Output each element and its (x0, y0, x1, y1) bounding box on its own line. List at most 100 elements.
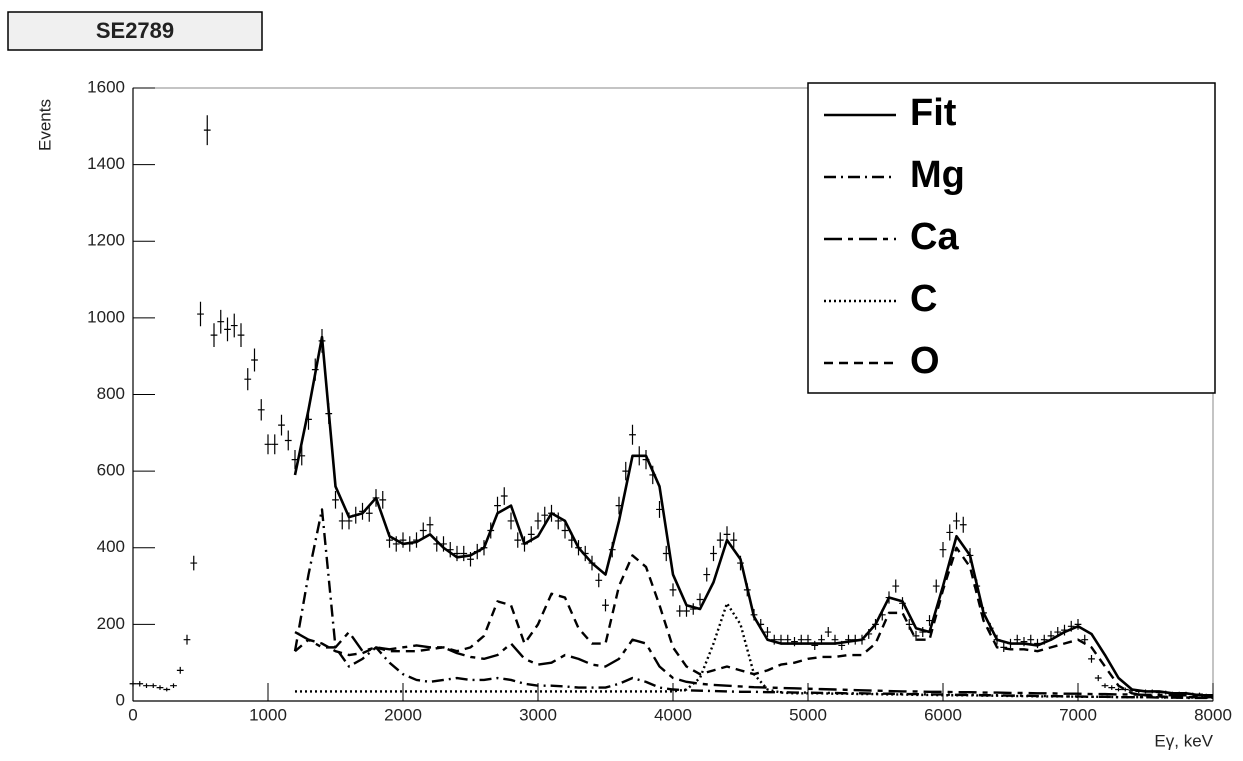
data-point (912, 630, 920, 641)
data-point (338, 512, 346, 530)
x-tick-label: 2000 (384, 705, 422, 724)
y-tick-label: 400 (97, 537, 125, 556)
data-point (419, 522, 427, 539)
data-point (946, 524, 954, 541)
data-point (278, 414, 285, 436)
y-tick-label: 1000 (87, 307, 125, 326)
legend-label: O (910, 340, 940, 382)
data-point (1101, 683, 1109, 688)
data-point (143, 683, 150, 688)
data-point (284, 430, 292, 451)
data-point (730, 532, 738, 548)
data-point (953, 512, 960, 530)
data-point (500, 487, 508, 505)
data-point (791, 637, 798, 647)
data-point (136, 681, 144, 687)
data-point (183, 634, 191, 645)
data-point (602, 599, 609, 612)
data-point (629, 424, 636, 445)
y-tick-label: 0 (116, 690, 125, 709)
data-point (1074, 619, 1082, 630)
data-point (203, 115, 211, 146)
data-point (460, 545, 468, 562)
data-point (244, 368, 252, 391)
data-point (507, 512, 515, 530)
data-point (257, 399, 265, 421)
data-point (210, 323, 218, 347)
title-box (7, 11, 263, 51)
chart-title: SE2789 (96, 18, 174, 43)
x-tick-label: 0 (128, 705, 137, 724)
y-tick-label: 600 (97, 461, 125, 480)
data-point (811, 640, 819, 651)
data-point (197, 301, 204, 327)
data-point (541, 506, 549, 524)
y-tick-label: 200 (97, 614, 125, 633)
data-point (217, 309, 225, 334)
data-point (271, 434, 279, 455)
data-point (764, 627, 771, 638)
data-point (514, 532, 522, 548)
data-point (129, 681, 137, 687)
data-point (1027, 634, 1035, 645)
data-point (149, 683, 157, 688)
data-point (676, 605, 684, 617)
x-tick-label: 7000 (1059, 705, 1097, 724)
data-point (365, 504, 373, 522)
data-point (251, 348, 258, 372)
data-point (190, 555, 198, 571)
data-point (824, 627, 832, 638)
data-point (426, 516, 434, 533)
x-tick-label: 3000 (519, 705, 557, 724)
legend-label: Fit (910, 92, 957, 134)
data-point (892, 579, 900, 593)
data-point (332, 491, 339, 509)
fit-curve (294, 630, 1213, 697)
data-point (163, 687, 171, 692)
data-point (703, 567, 711, 582)
data-point (932, 579, 940, 593)
data-point (264, 434, 272, 455)
data-point (554, 512, 562, 530)
data-point (959, 516, 967, 533)
legend-label: C (910, 278, 937, 320)
data-point (170, 683, 177, 688)
data-point (683, 605, 690, 617)
data-point (379, 491, 387, 509)
x-tick-label: 8000 (1194, 705, 1232, 724)
data-point (176, 666, 184, 674)
y-axis-label: Events (35, 99, 54, 151)
legend-label: Mg (910, 154, 965, 196)
fit-curve (294, 546, 1213, 699)
data-point (845, 634, 852, 645)
x-tick-label: 1000 (249, 705, 287, 724)
y-tick-label: 800 (97, 384, 125, 403)
data-point (669, 583, 677, 597)
data-point (595, 573, 603, 588)
y-tick-label: 1200 (87, 231, 125, 250)
fit-curve (293, 335, 1213, 697)
x-axis-label: Eγ, keV (1154, 731, 1213, 750)
data-point (716, 532, 724, 548)
fit-curve (293, 508, 1213, 700)
data-point (399, 532, 407, 548)
data-point (230, 313, 238, 338)
x-tick-label: 6000 (924, 705, 962, 724)
data-point (1115, 687, 1122, 692)
data-point (696, 593, 704, 606)
x-tick-label: 4000 (654, 705, 692, 724)
data-point (1094, 674, 1102, 682)
legend-label: Ca (910, 216, 959, 258)
data-point (1000, 642, 1008, 652)
y-tick-label: 1400 (87, 154, 125, 173)
data-point (494, 496, 501, 515)
data-point (939, 542, 947, 558)
x-tick-label: 5000 (789, 705, 827, 724)
data-point (1108, 685, 1116, 690)
data-point (224, 317, 231, 342)
data-point (710, 545, 717, 562)
data-point (156, 685, 164, 690)
data-point (561, 522, 569, 539)
